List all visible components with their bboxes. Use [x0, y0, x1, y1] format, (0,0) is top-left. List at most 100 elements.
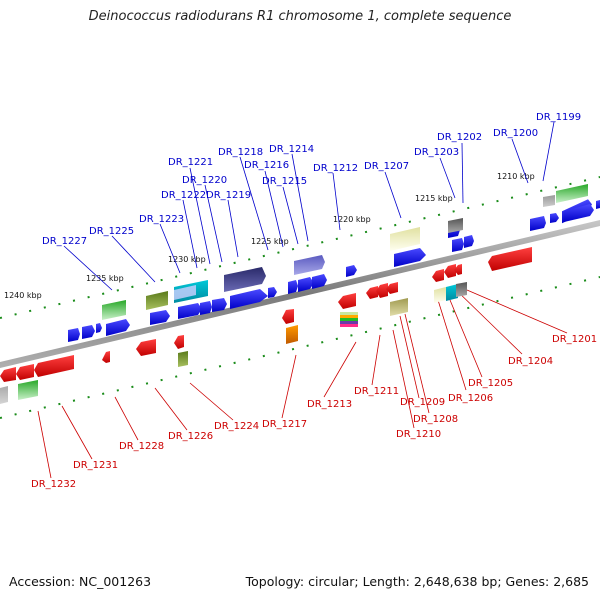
gene-label-top: DR_1223 — [139, 214, 184, 225]
gene-arrow — [212, 298, 227, 312]
gene-arrow — [386, 282, 398, 294]
kbp-tick-label: 1230 kbp — [168, 255, 206, 264]
gene-box — [456, 282, 467, 297]
gene-arrow — [394, 248, 426, 267]
kbp-tick-label: 1220 kbp — [333, 215, 371, 224]
gene-arrow — [200, 301, 212, 315]
gene-arrow — [346, 265, 357, 277]
gene-arrow — [106, 319, 130, 336]
gene-arrow — [102, 351, 110, 363]
gene-label-top: DR_1218 — [218, 147, 263, 158]
gene-label-bottom: DR_1210 — [396, 429, 441, 440]
gene-arrow — [596, 200, 600, 209]
gene-label-bottom: DR_1228 — [119, 441, 164, 452]
gene-label-bottom: DR_1224 — [214, 421, 259, 432]
forward-strand-genes — [68, 184, 600, 342]
gene-label-top: DR_1227 — [42, 236, 87, 247]
gene-box — [448, 218, 463, 233]
gene-arrow — [312, 274, 327, 289]
gene-arrow — [454, 264, 462, 275]
gene-box — [178, 351, 188, 367]
gene-box — [286, 325, 298, 344]
gene-arrow — [444, 264, 456, 278]
gene-arrow — [174, 335, 184, 349]
gene-box — [446, 284, 458, 301]
gene-label-top: DR_1220 — [182, 175, 227, 186]
top-leader-lines — [63, 121, 555, 291]
gene-arrow — [224, 267, 266, 292]
gene-arrow — [96, 323, 102, 333]
gene-label-top: DR_1200 — [493, 128, 538, 139]
kbp-tick-label: 1215 kbp — [415, 194, 453, 203]
gene-label-bottom: DR_1211 — [354, 386, 399, 397]
kbp-tick-label: 1235 kbp — [86, 274, 124, 283]
gene-label-top: DR_1214 — [269, 144, 314, 155]
reverse-strand-genes — [0, 247, 532, 404]
gene-box — [174, 285, 196, 300]
kbp-tick-label: 1210 kbp — [497, 172, 535, 181]
gene-label-top: DR_1222 — [161, 190, 206, 201]
gene-arrow — [282, 309, 294, 324]
accession-text: Accession: NC_001263 — [9, 574, 152, 589]
gene-box — [390, 298, 408, 316]
gene-arrow — [530, 216, 546, 231]
gene-label-top: DR_1212 — [313, 163, 358, 174]
gene-arrow — [288, 280, 298, 294]
gene-arrow — [178, 303, 202, 319]
gene-arrow — [488, 247, 532, 271]
gene-label-top: DR_1225 — [89, 226, 134, 237]
gene-arrow — [294, 255, 325, 275]
lower-tick-row — [0, 276, 600, 419]
figure-title: Deinococcus radiodurans R1 chromosome 1,… — [88, 9, 512, 24]
gene-arrow — [464, 235, 474, 248]
chromosome-backbone — [0, 220, 600, 368]
gene-label-bottom: DR_1217 — [262, 419, 307, 430]
gene-label-bottom: DR_1205 — [468, 378, 513, 389]
gene-arrow — [68, 328, 80, 342]
gene-arrow — [136, 339, 156, 356]
gene-arrow — [366, 286, 378, 299]
gene-arrow — [550, 213, 559, 223]
gene-box — [390, 227, 420, 251]
gene-label-bottom: DR_1231 — [73, 460, 118, 471]
kbp-tick-label: 1225 kbp — [251, 237, 289, 246]
gene-label-bottom: DR_1209 — [400, 397, 445, 408]
gene-label-bottom: DR_1232 — [31, 479, 76, 490]
gene-box — [0, 386, 8, 404]
gene-label-top: DR_1221 — [168, 157, 213, 168]
gene-arrow — [338, 293, 356, 309]
gene-arrow — [230, 289, 268, 309]
gene-label-bottom: DR_1208 — [413, 414, 458, 425]
gene-label-top: DR_1202 — [437, 132, 482, 143]
multicolor-gene-box — [340, 312, 358, 327]
gene-label-top: DR_1216 — [244, 160, 289, 171]
gene-arrow — [376, 283, 388, 298]
gene-box — [102, 300, 126, 320]
gene-label-bottom: DR_1204 — [508, 356, 553, 367]
bottom-leader-lines — [37, 286, 568, 479]
topology-text: Topology: circular; Length: 2,648,638 bp… — [245, 574, 589, 589]
gene-arrow — [268, 287, 277, 298]
gene-arrow — [298, 277, 314, 292]
gene-label-top: DR_1219 — [206, 190, 251, 201]
gene-label-top: DR_1199 — [536, 112, 581, 123]
gene-arrow — [34, 355, 74, 377]
gene-box — [556, 184, 588, 203]
kbp-tick-label: 1240 kbp — [4, 291, 42, 300]
gene-arrow — [16, 364, 34, 380]
gene-box — [434, 287, 446, 303]
gene-label-top: DR_1215 — [262, 176, 307, 187]
gene-arrow — [82, 325, 95, 339]
gene-arrow — [452, 238, 464, 252]
gene-label-bottom: DR_1226 — [168, 431, 213, 442]
gene-label-top: DR_1207 — [364, 161, 409, 172]
gene-box — [146, 291, 168, 310]
gene-arrow — [564, 204, 594, 222]
gene-label-top: DR_1203 — [414, 147, 459, 158]
gene-arrow — [432, 269, 444, 282]
gene-label-bottom: DR_1201 — [552, 334, 597, 345]
gene-label-bottom: DR_1206 — [448, 393, 493, 404]
gene-arrow — [0, 367, 16, 382]
gene-box — [18, 380, 38, 400]
